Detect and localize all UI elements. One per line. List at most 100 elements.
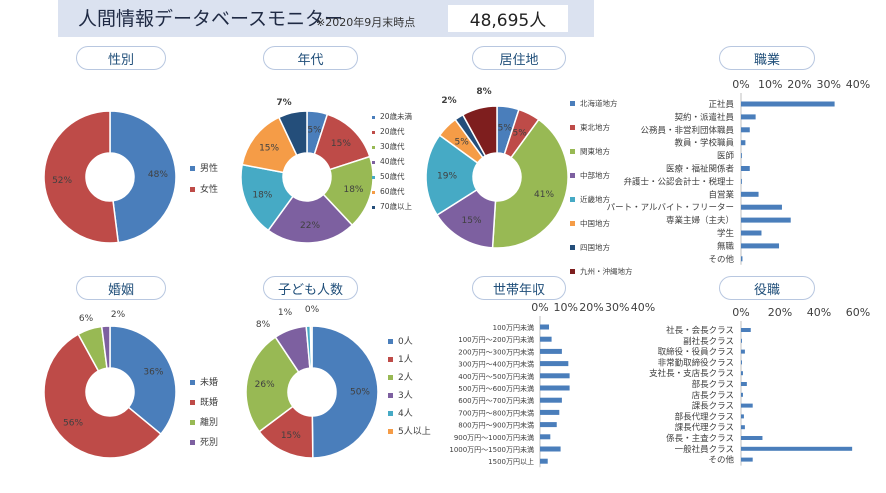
income-bar-8 — [540, 422, 557, 428]
marital-legend-label-1: 既婚 — [200, 396, 218, 408]
income-bar-9 — [540, 434, 551, 440]
occupation-category-label-0: 正社員 — [708, 99, 734, 110]
occupation-category-label-4: 医師 — [717, 151, 735, 162]
occupation-bar-12 — [741, 256, 743, 262]
age-legend-label-2: 30歳代 — [380, 141, 405, 151]
position-category-label-2: 取締役・役員クラス — [658, 347, 734, 358]
region-legend-swatch-7 — [570, 269, 575, 274]
children-value-label-5: 0% — [305, 305, 320, 315]
region-slice-4 — [425, 134, 479, 217]
region-value-label-6: 2% — [441, 96, 456, 106]
age-value-label-2: 18% — [343, 185, 363, 195]
region-legend-label-0: 北海道地方 — [580, 98, 618, 108]
position-bar-1 — [741, 338, 742, 343]
occupation-bar-7 — [741, 191, 759, 197]
position-bar-2 — [741, 349, 745, 354]
age-value-label-3: 22% — [300, 221, 320, 231]
children-legend-label-3: 3人 — [398, 390, 413, 401]
position-category-label-7: 課長クラス — [692, 401, 734, 412]
gender-legend-label-1: 女性 — [200, 183, 218, 195]
income-bar-5 — [540, 385, 570, 391]
region-legend-swatch-1 — [570, 125, 575, 130]
age-legend-swatch-4 — [372, 176, 375, 179]
position-bar-12 — [741, 457, 753, 462]
income-bar-10 — [540, 446, 561, 452]
children-value-label-1: 15% — [281, 431, 301, 441]
children-legend-label-5: 5人以上 — [398, 426, 431, 437]
occupation-category-label-9: 専業主婦（主夫） — [666, 215, 734, 226]
children-legend-label-4: 4人 — [398, 408, 413, 419]
age-value-label-4: 18% — [252, 191, 272, 201]
occupation-tick-label-0: 0% — [732, 78, 749, 91]
region-legend-swatch-6 — [570, 245, 575, 250]
income-bar-1 — [540, 336, 552, 342]
gender-value-label-0: 48% — [148, 170, 168, 180]
pill-region: 居住地 — [472, 46, 566, 70]
region-legend-label-2: 関東地方 — [580, 146, 610, 156]
income-bar-2 — [540, 348, 562, 354]
region-legend-label-6: 四国地方 — [580, 242, 610, 252]
children-legend-swatch-3 — [388, 393, 393, 398]
marital-slice-3 — [100, 325, 111, 370]
gender-value-label-1: 52% — [52, 176, 72, 186]
income-category-label-9: 900万円～1000万円未満 — [454, 433, 534, 442]
pill-age: 年代 — [263, 46, 358, 70]
pill-position: 役職 — [719, 276, 815, 300]
children-legend-label-1: 1人 — [398, 354, 413, 365]
age-legend-swatch-0 — [372, 116, 375, 119]
position-category-label-5: 部長クラス — [692, 379, 734, 390]
marital-value-label-1: 56% — [63, 419, 83, 429]
children-legend-swatch-0 — [388, 339, 393, 344]
position-category-label-6: 店長クラス — [692, 390, 734, 401]
income-category-label-5: 500万円～600万円未満 — [458, 384, 534, 393]
age-value-label-5: 15% — [259, 144, 279, 154]
age-legend-label-0: 20歳未満 — [380, 111, 413, 121]
income-category-label-10: 1000万円～1500万円未満 — [449, 445, 534, 454]
region-value-label-2: 41% — [534, 190, 554, 200]
income-category-label-1: 100万円～200万円未満 — [458, 335, 534, 344]
age-slice-3 — [267, 193, 354, 244]
region-value-label-0: 5% — [498, 124, 513, 134]
marital-slice-0 — [109, 325, 177, 436]
occupation-category-label-8: パート・アルバイト・フリーター — [607, 203, 734, 213]
gender-slice-1 — [43, 110, 120, 244]
income-bar-6 — [540, 397, 562, 403]
as-of-note: ※2020年9月末時点 — [316, 16, 416, 29]
occupation-tick-label-4: 40% — [846, 78, 870, 91]
income-tick-label-2: 20% — [579, 301, 603, 314]
marital-legend-swatch-0 — [190, 380, 195, 385]
position-category-label-3: 非常勤取締役クラス — [658, 357, 734, 368]
age-value-label-6: 7% — [276, 98, 291, 108]
position-tick-label-0: 0% — [732, 306, 749, 319]
position-bar-11 — [741, 446, 853, 451]
position-category-label-12: その他 — [708, 455, 734, 466]
gender-legend-swatch-0 — [190, 166, 195, 171]
children-legend-label-2: 2人 — [398, 372, 413, 383]
age-legend-swatch-3 — [372, 161, 375, 164]
region-legend-swatch-0 — [570, 101, 575, 106]
income-category-label-3: 300万円～400万円未満 — [458, 360, 534, 369]
marital-legend-swatch-1 — [190, 400, 195, 405]
children-legend-swatch-5 — [388, 429, 393, 434]
occupation-category-label-10: 学生 — [717, 228, 735, 239]
pill-income: 世帯年収 — [472, 276, 566, 300]
income-category-label-11: 1500万円以上 — [488, 457, 534, 466]
position-bar-10 — [741, 436, 763, 440]
region-legend-swatch-2 — [570, 149, 575, 154]
age-legend-swatch-5 — [372, 191, 375, 194]
position-category-label-10: 係長・主査クラス — [666, 433, 734, 444]
children-slice-0 — [311, 325, 379, 459]
occupation-category-label-12: その他 — [708, 254, 734, 265]
occupation-bar-6 — [741, 178, 742, 184]
position-category-label-8: 部長代理クラス — [675, 411, 734, 422]
region-slice-7 — [461, 105, 498, 157]
occupation-bar-9 — [741, 217, 791, 223]
occupation-bar-1 — [741, 114, 756, 120]
position-bar-9 — [741, 425, 745, 430]
children-legend-swatch-4 — [388, 411, 393, 416]
region-legend-swatch-5 — [570, 221, 575, 226]
position-bar-8 — [741, 414, 744, 419]
income-category-label-6: 600万円～700万円未満 — [458, 396, 534, 405]
marital-value-label-0: 36% — [143, 368, 163, 378]
income-bar-11 — [540, 458, 548, 464]
